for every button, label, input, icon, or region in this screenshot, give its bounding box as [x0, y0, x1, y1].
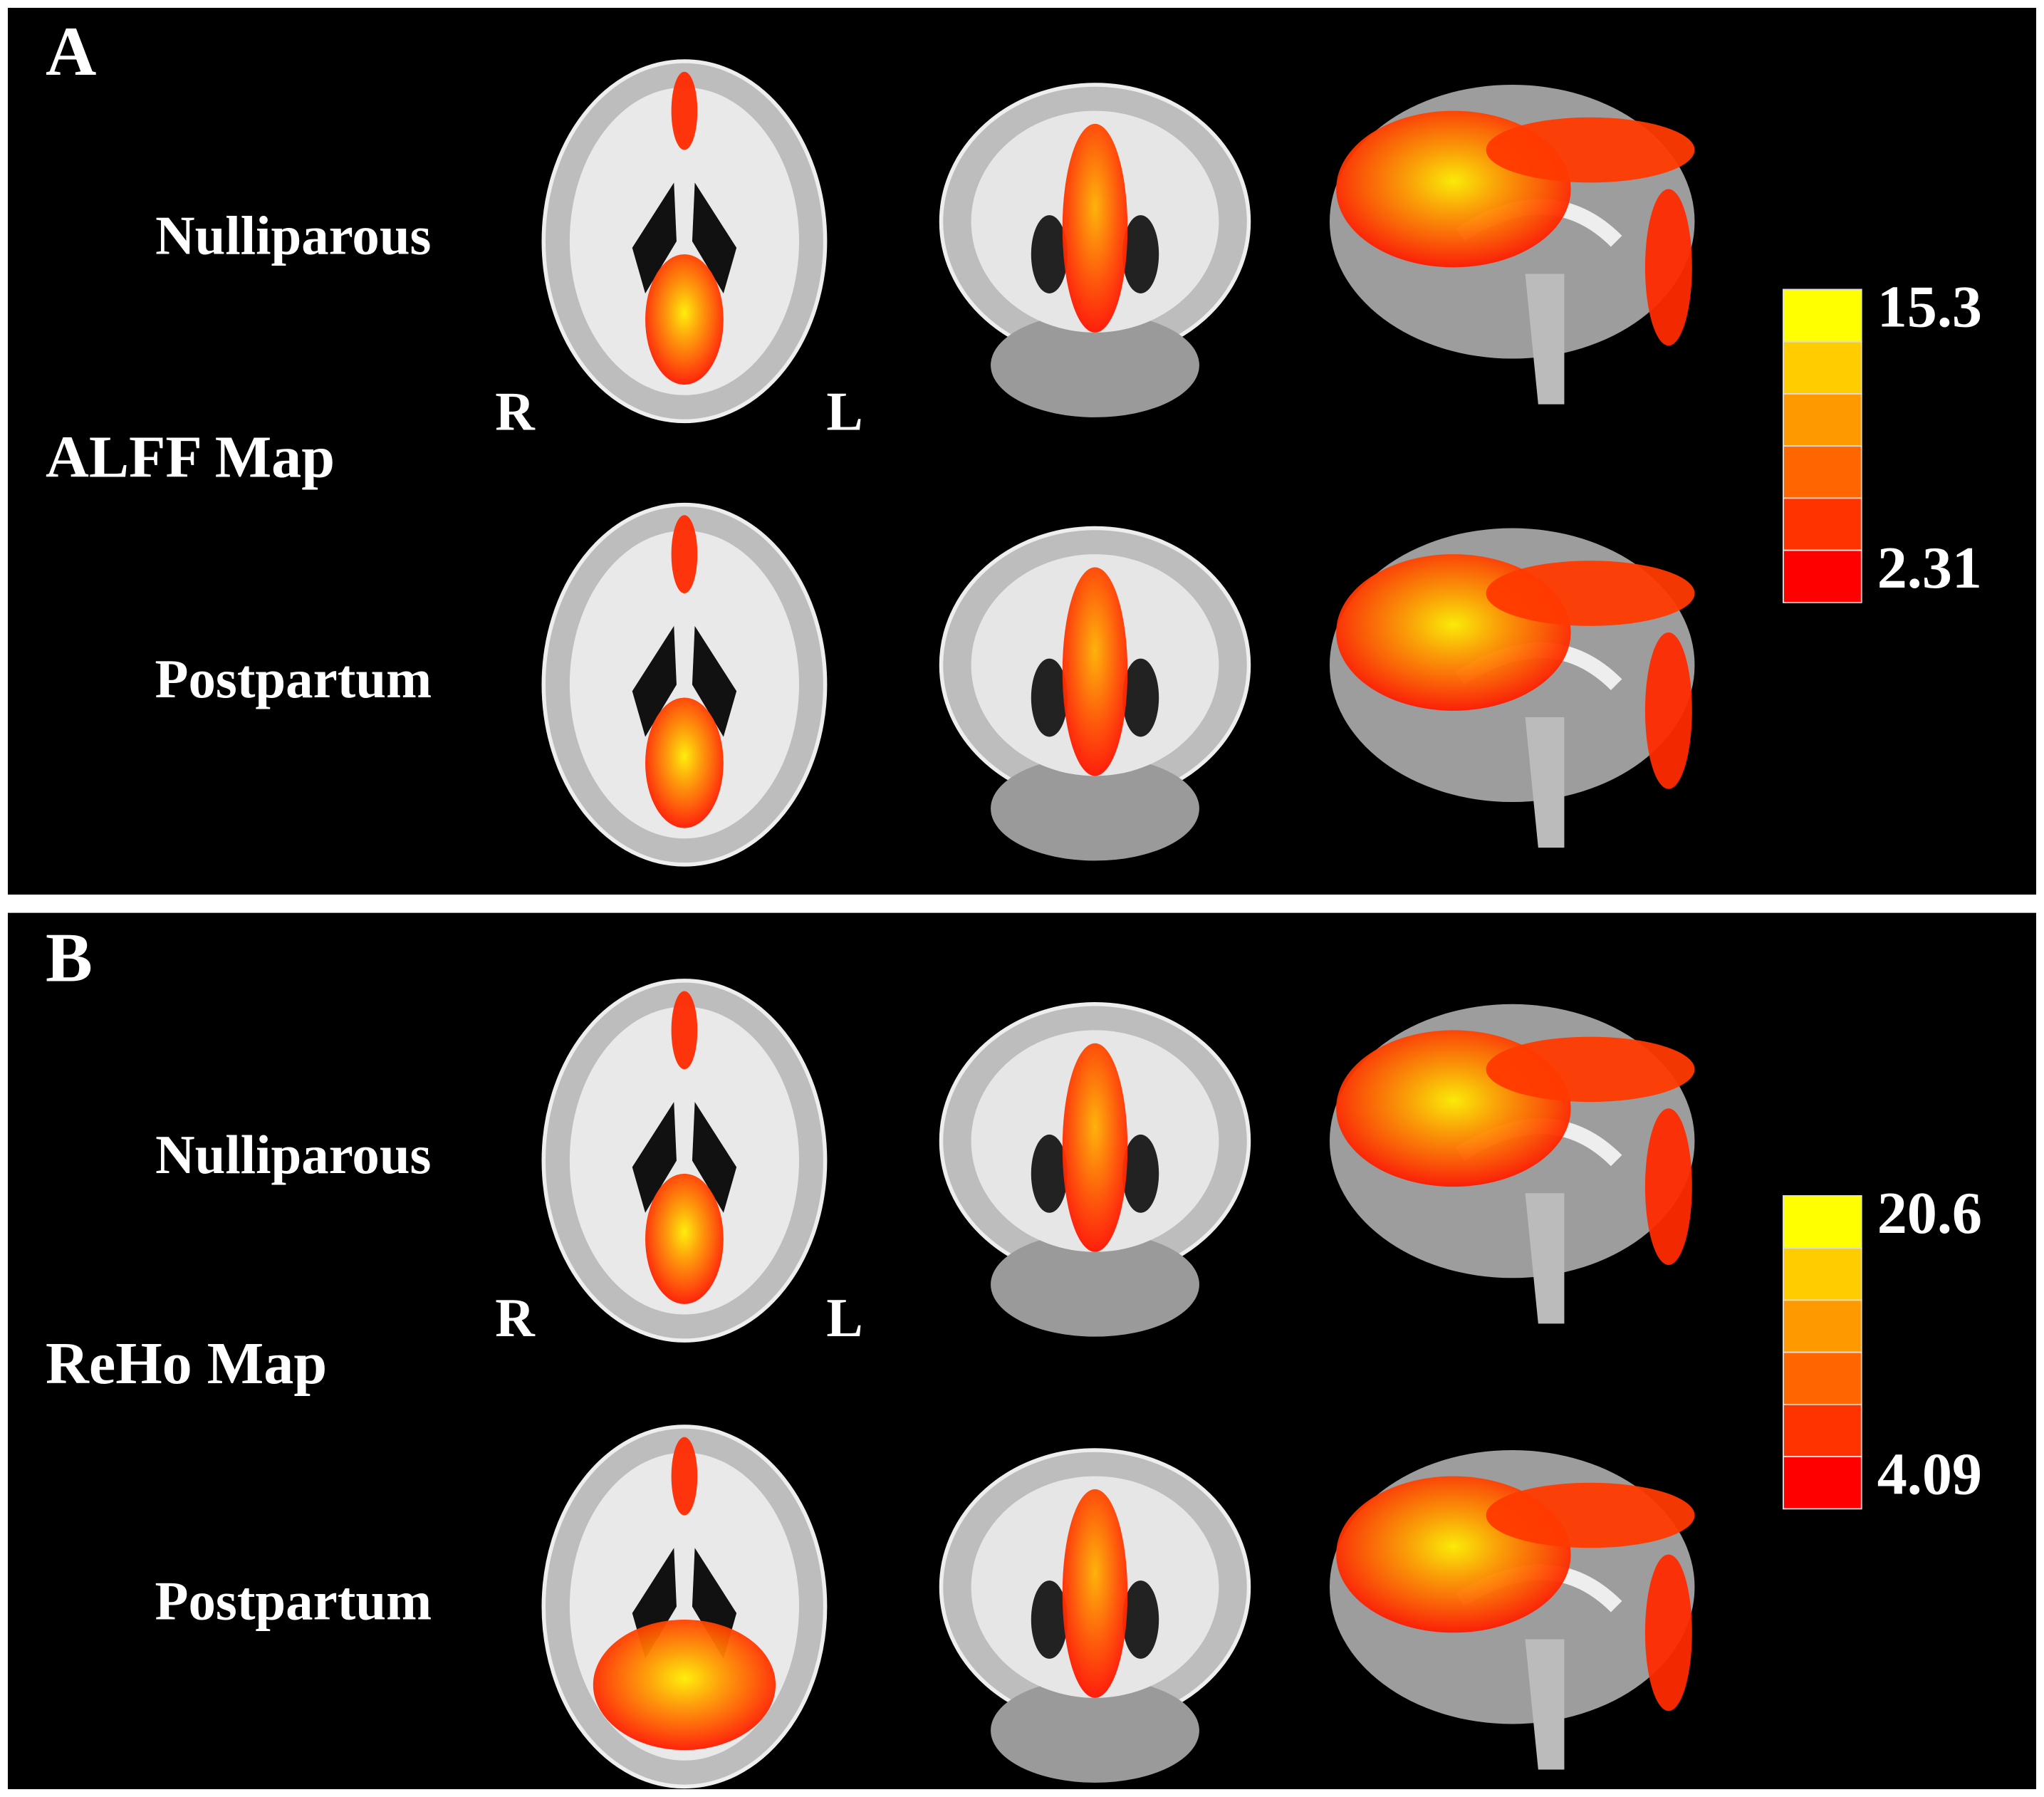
- cerebellum: [991, 756, 1199, 861]
- ventricles: [632, 1102, 737, 1213]
- brainstem: [1525, 717, 1565, 848]
- activation: [1644, 189, 1692, 346]
- colorbar-band: [1783, 288, 1862, 343]
- brainstem: [1525, 1193, 1565, 1324]
- ventricles: [632, 182, 737, 293]
- cerebellum: [991, 313, 1199, 417]
- activation: [645, 697, 724, 828]
- activation: [671, 1437, 698, 1516]
- activation: [1644, 632, 1692, 789]
- colorbar-band: [1783, 445, 1862, 499]
- colorbar-band: [1783, 1456, 1862, 1510]
- white-matter: [569, 87, 800, 395]
- orientation-label: L: [826, 1287, 862, 1348]
- activation: [671, 991, 698, 1070]
- colorbar-band: [1783, 393, 1862, 447]
- activation: [1486, 1482, 1695, 1548]
- colorbar-band: [1783, 1299, 1862, 1353]
- activation: [1486, 117, 1695, 183]
- activation: [1062, 123, 1128, 333]
- brainstem: [1525, 274, 1565, 405]
- activation: [671, 515, 698, 594]
- colorbar-max: 15.3: [1877, 274, 1982, 340]
- ventricle: [1122, 1134, 1159, 1213]
- panel-label: B: [46, 920, 93, 997]
- colorbar-band: [1783, 1351, 1862, 1405]
- activation: [593, 1619, 776, 1751]
- colorbar-band: [1783, 497, 1862, 551]
- activation: [1644, 1554, 1692, 1712]
- activation: [671, 71, 698, 150]
- activation: [1486, 561, 1695, 626]
- row-label: Nulliparous: [155, 204, 431, 266]
- ventricle: [1122, 1580, 1159, 1659]
- white-matter: [569, 531, 800, 839]
- ventricle: [1031, 658, 1068, 737]
- colorbar-band: [1783, 1247, 1862, 1301]
- colorbar-band: [1783, 340, 1862, 395]
- orientation-label: L: [826, 381, 862, 442]
- activation: [1062, 1489, 1128, 1698]
- ventricle: [1122, 658, 1159, 737]
- ventricles: [632, 625, 737, 737]
- map-label: ReHo Map: [46, 1330, 327, 1397]
- ventricle: [1031, 1580, 1068, 1659]
- activation: [645, 254, 724, 385]
- activation: [1644, 1108, 1692, 1265]
- orientation-label: R: [495, 381, 536, 442]
- colorbar-band: [1783, 1403, 1862, 1458]
- activation: [1062, 1043, 1128, 1252]
- brainstem: [1525, 1639, 1565, 1770]
- cerebellum: [991, 1232, 1199, 1337]
- ventricle: [1031, 215, 1068, 293]
- ventricle: [1031, 1134, 1068, 1213]
- activation: [645, 1173, 724, 1304]
- panel-label: A: [46, 13, 96, 90]
- colorbar-band: [1783, 1195, 1862, 1249]
- ventricle: [1122, 215, 1159, 293]
- colorbar-max: 20.6: [1877, 1180, 1982, 1246]
- row-label: Postpartum: [155, 1570, 432, 1631]
- activation: [1062, 567, 1128, 776]
- colorbar-min: 2.31: [1877, 535, 1982, 601]
- row-label: Postpartum: [155, 648, 432, 709]
- white-matter: [569, 1006, 800, 1315]
- cerebellum: [991, 1678, 1199, 1783]
- orientation-label: R: [495, 1287, 536, 1348]
- row-label: Nulliparous: [155, 1124, 431, 1185]
- colorbar-band: [1783, 549, 1862, 603]
- activation: [1486, 1036, 1695, 1103]
- map-label: ALFF Map: [46, 424, 335, 490]
- colorbar-min: 4.09: [1877, 1441, 1982, 1507]
